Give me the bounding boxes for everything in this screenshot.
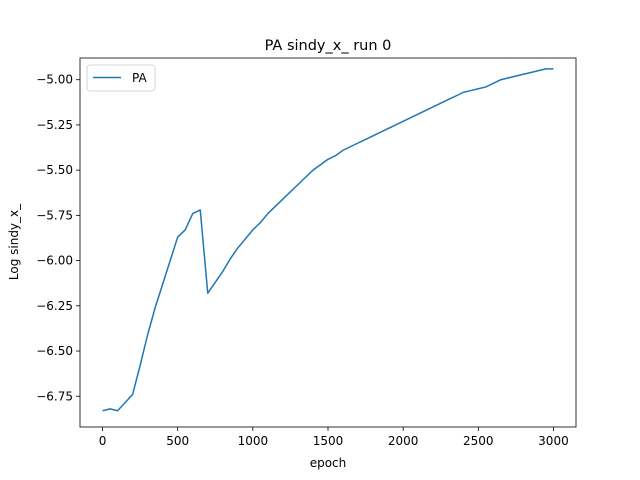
y-axis-label: Log sindy_x_ [7,203,21,280]
x-tick-label: 1500 [313,434,344,448]
y-tick-label: −6.25 [36,299,73,313]
x-tick-label: 2500 [463,434,494,448]
y-tick-label: −5.75 [36,208,73,222]
y-tick-label: −5.50 [36,163,73,177]
x-tick-label: 3000 [538,434,569,448]
series-line-pa [102,68,554,412]
legend: PA [86,64,156,92]
x-tick-label: 0 [99,434,107,448]
series-layer [102,68,554,412]
y-tick-label: −6.00 [36,254,73,268]
y-tick-label: −5.25 [36,118,73,132]
x-axis-label: epoch [310,456,347,470]
y-tick-label: −6.75 [36,389,73,403]
ticks-layer: 0 500 1000 1500 2000 2500 3000 −6.75 −6.50 −6.25 −… [36,73,569,448]
axes-frame [79,57,577,428]
x-tick-label: 2000 [388,434,419,448]
y-tick-label: −6.50 [36,344,73,358]
y-tick-label: −5.00 [36,73,73,87]
x-tick-label: 1000 [238,434,269,448]
x-tick-label: 500 [166,434,189,448]
plot-area [80,58,576,427]
legend-label-pa: PA [132,71,147,85]
chart-title: PA sindy_x_ run 0 [265,38,392,54]
